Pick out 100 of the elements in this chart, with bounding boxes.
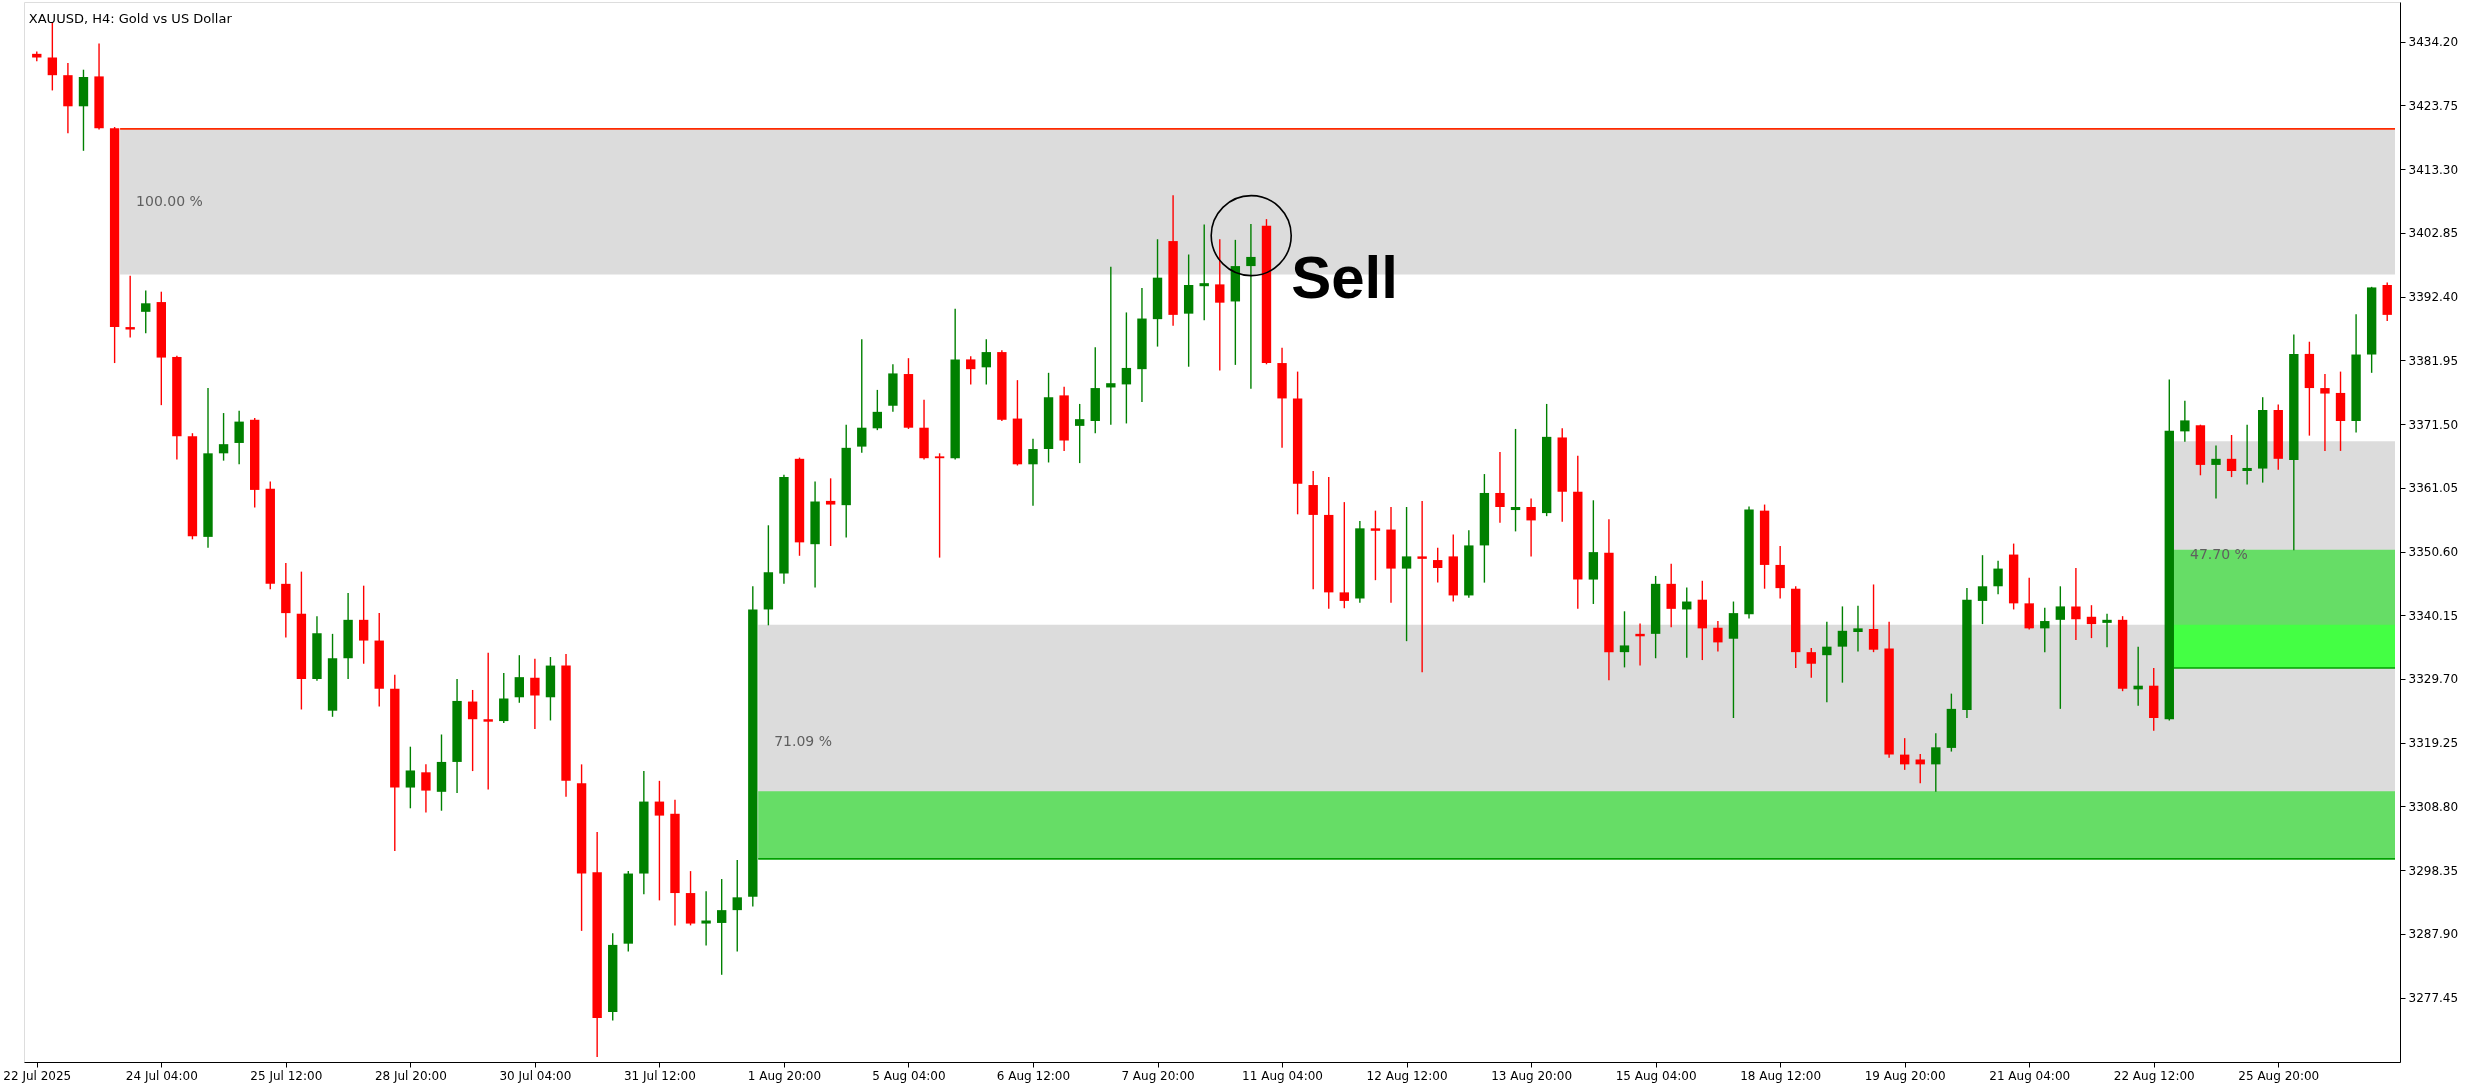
candlestick xyxy=(1246,223,1256,390)
x-tick-label: 11 Aug 04:00 xyxy=(1242,1068,1324,1083)
x-tick-label: 7 Aug 20:00 xyxy=(1121,1068,1195,1083)
candlestick xyxy=(1215,238,1225,372)
candlestick xyxy=(1370,509,1381,581)
candlestick xyxy=(467,689,478,772)
candlestick xyxy=(2211,444,2221,500)
candlestick xyxy=(1075,403,1085,464)
candlestick xyxy=(125,275,135,339)
candlestick xyxy=(1106,266,1116,426)
candlestick xyxy=(2320,373,2330,452)
candlestick xyxy=(2102,613,2112,648)
y-tick-label: 3371.50 xyxy=(2408,417,2459,432)
y-tick-label: 3350.60 xyxy=(2408,545,2459,560)
x-tick-label: 13 Aug 20:00 xyxy=(1491,1068,1573,1083)
y-tick-label: 3319.25 xyxy=(2408,736,2459,751)
candlestick xyxy=(2226,434,2237,478)
candlestick xyxy=(514,654,525,704)
candlestick xyxy=(2180,400,2190,443)
candlestick xyxy=(654,780,665,902)
candlestick xyxy=(1713,620,1723,653)
y-tick-label: 3340.15 xyxy=(2408,608,2459,623)
candlestick xyxy=(1028,437,1038,507)
candlestick xyxy=(1915,753,1925,784)
candlestick xyxy=(2055,585,2066,710)
y-tick-label: 3392.40 xyxy=(2408,290,2459,305)
band-label: 100.00 % xyxy=(136,192,203,209)
candlestick xyxy=(981,338,991,386)
candlestick xyxy=(1401,506,1412,642)
x-tick-label: 15 Aug 04:00 xyxy=(1615,1068,1697,1083)
candlestick xyxy=(47,22,58,92)
candlestick xyxy=(872,389,883,431)
candlestick xyxy=(1433,547,1443,584)
candlestick xyxy=(1822,620,1832,703)
y-tick-label: 3277.45 xyxy=(2408,991,2459,1006)
y-tick-label: 3381.95 xyxy=(2408,353,2459,368)
candlestick xyxy=(421,763,431,814)
candlestick xyxy=(358,584,369,665)
x-tick-label: 1 Aug 20:00 xyxy=(747,1068,822,1083)
candlestick xyxy=(1121,311,1132,425)
band-label: 71.09 % xyxy=(774,732,833,749)
annotation: Sell xyxy=(1291,243,1398,311)
x-tick-label: 12 Aug 12:00 xyxy=(1366,1068,1448,1083)
candlestick xyxy=(530,658,540,730)
candlestick xyxy=(1993,559,2003,595)
candlestick xyxy=(2086,604,2097,639)
x-tick-label: 22 Jul 2025 xyxy=(3,1068,72,1083)
x-tick-label: 5 Aug 04:00 xyxy=(872,1068,946,1083)
candlestick xyxy=(1806,647,1816,679)
x-tick-label: 25 Jul 12:00 xyxy=(250,1068,323,1083)
candlestick xyxy=(1977,554,1988,625)
candlestick xyxy=(2071,567,2081,641)
y-tick-label: 3402.85 xyxy=(2408,226,2459,241)
x-tick-label: 18 Aug 12:00 xyxy=(1740,1068,1822,1083)
y-tick-label: 3413.30 xyxy=(2408,162,2459,177)
candlestick xyxy=(1619,610,1630,669)
y-tick-label: 3434.20 xyxy=(2408,35,2459,50)
y-tick-label: 3298.35 xyxy=(2408,863,2459,878)
candlestick xyxy=(1199,223,1209,322)
candlestick xyxy=(1495,451,1505,524)
candlestick xyxy=(934,452,945,559)
x-tick-label: 25 Aug 20:00 xyxy=(2238,1068,2320,1083)
y-tick-label: 3308.80 xyxy=(2408,799,2459,814)
candlestick xyxy=(1775,545,1785,600)
candlestick xyxy=(405,745,416,809)
candlestick xyxy=(1417,500,1427,673)
candlestick xyxy=(825,477,836,547)
y-tick-label: 3287.90 xyxy=(2408,927,2459,942)
candlestick xyxy=(218,412,229,462)
candlestick xyxy=(716,878,727,976)
candlestick xyxy=(499,672,509,724)
candlestick xyxy=(701,890,711,947)
x-tick-label: 28 Jul 20:00 xyxy=(374,1068,447,1083)
candlestick xyxy=(1853,605,1863,653)
y-tick-label: 3423.75 xyxy=(2408,98,2459,113)
candlestick xyxy=(1931,732,1941,793)
x-tick-label: 22 Aug 12:00 xyxy=(2113,1068,2195,1083)
candlestick xyxy=(966,355,976,386)
x-tick-label: 21 Aug 04:00 xyxy=(1989,1068,2071,1083)
candlestick xyxy=(1837,605,1848,684)
candlestick xyxy=(1526,497,1536,558)
band-label: 47.70 % xyxy=(2190,545,2248,562)
x-tick-label: 6 Aug 12:00 xyxy=(996,1068,1071,1083)
x-tick-label: 30 Jul 04:00 xyxy=(499,1068,572,1083)
candlestick xyxy=(234,409,244,465)
candlestick xyxy=(2242,423,2252,486)
text: XAUUSD, H4: Gold vs US Dollar xyxy=(28,11,233,26)
candlestick xyxy=(1339,501,1349,609)
candlestick xyxy=(141,289,151,334)
candlestick xyxy=(483,652,493,791)
candlestick xyxy=(2040,606,2050,653)
candlestick xyxy=(1868,583,1879,653)
x-tick-label: 24 Jul 04:00 xyxy=(125,1068,198,1083)
candlestick xyxy=(857,338,867,454)
x-tick-label: 19 Aug 20:00 xyxy=(1864,1068,1946,1083)
candlestick xyxy=(732,859,742,953)
y-tick-label: 3329.70 xyxy=(2408,672,2459,687)
candlestick xyxy=(1510,428,1521,533)
x-tick-label: 31 Jul 12:00 xyxy=(623,1068,696,1083)
y-tick-label: 3361.05 xyxy=(2408,481,2459,496)
